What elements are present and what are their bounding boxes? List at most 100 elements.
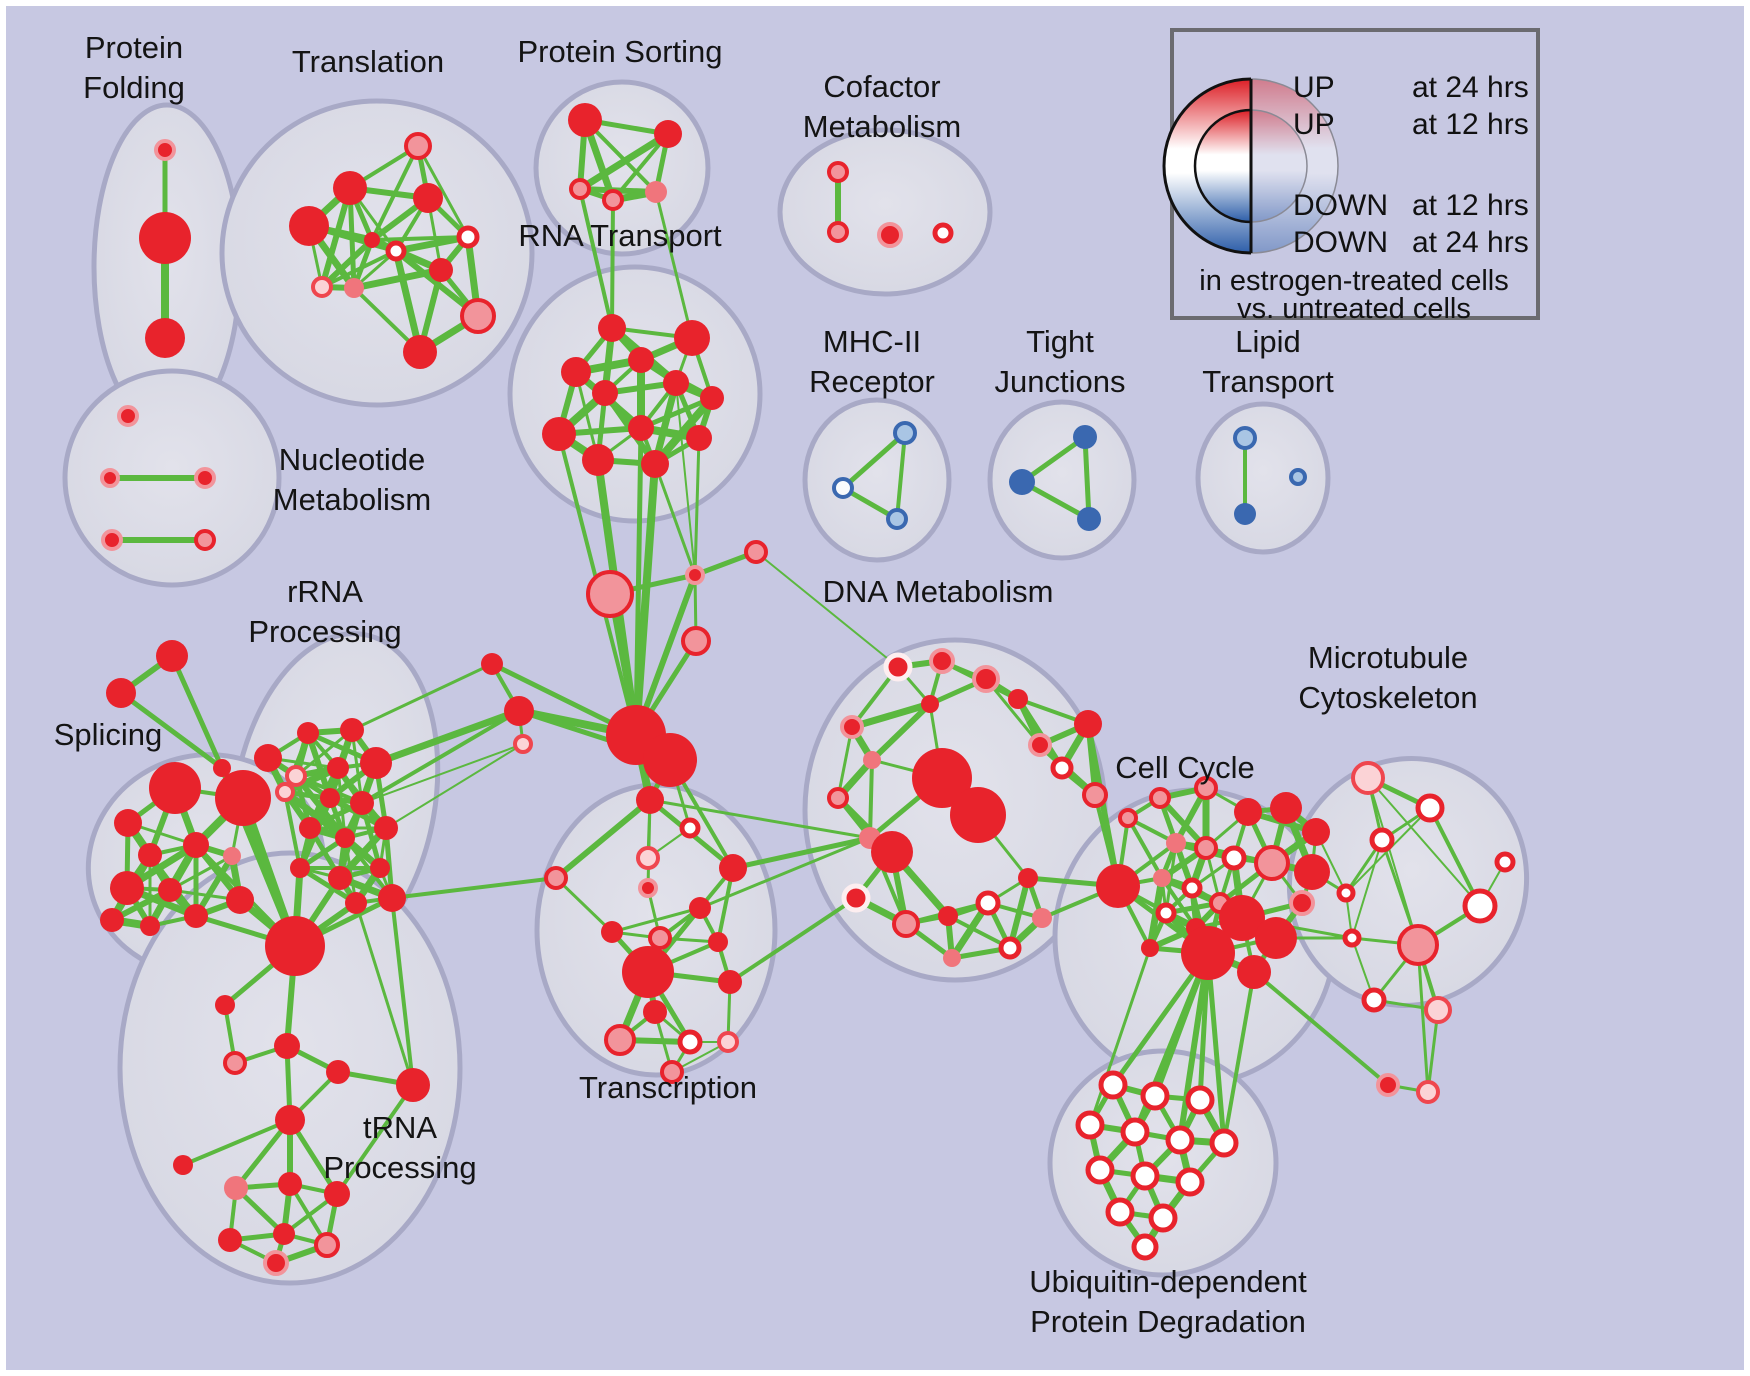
network-node bbox=[636, 846, 660, 870]
network-edge bbox=[319, 185, 353, 290]
network-edge bbox=[648, 798, 872, 840]
network-edge bbox=[675, 382, 696, 576]
network-node bbox=[1494, 851, 1516, 873]
legend-down24-dir: DOWN bbox=[1293, 226, 1388, 259]
network-node bbox=[1153, 869, 1171, 887]
network-node bbox=[681, 626, 711, 656]
network-node bbox=[311, 276, 333, 298]
network-node bbox=[1077, 507, 1101, 531]
network-node bbox=[892, 910, 920, 938]
legend-up12-dir: UP bbox=[1293, 108, 1335, 141]
network-edge bbox=[836, 725, 854, 800]
network-node bbox=[290, 858, 310, 878]
network-node bbox=[145, 318, 185, 358]
network-node bbox=[586, 570, 634, 618]
network-edge bbox=[1416, 943, 1430, 1094]
network-node bbox=[660, 1060, 684, 1084]
network-nodes bbox=[100, 103, 1516, 1276]
network-node bbox=[396, 1068, 430, 1102]
network-edge bbox=[730, 835, 873, 871]
legend-caption-line1: in estrogen-treated cells bbox=[1199, 265, 1509, 297]
network-edge bbox=[848, 700, 934, 731]
cluster-label-PF: Protein Folding bbox=[83, 30, 185, 105]
cluster-label-TX: Transcription bbox=[579, 1070, 757, 1105]
network-node bbox=[863, 751, 881, 769]
network-node bbox=[213, 759, 231, 777]
network-edge bbox=[390, 896, 415, 1087]
cluster-label-NM: Nucleotide Metabolism bbox=[273, 442, 432, 517]
network-node bbox=[1194, 776, 1218, 800]
network-node bbox=[194, 529, 216, 551]
network-node bbox=[1209, 1128, 1239, 1158]
cluster-label-RR: rRNA Processing bbox=[248, 574, 401, 649]
network-node bbox=[841, 883, 871, 913]
network-node bbox=[1462, 888, 1498, 924]
network-node bbox=[1155, 902, 1177, 924]
network-node bbox=[1361, 987, 1387, 1013]
network-edge bbox=[840, 430, 908, 491]
network-node bbox=[1424, 996, 1452, 1024]
network-node bbox=[289, 206, 329, 246]
network-node bbox=[215, 770, 271, 826]
network-edge bbox=[1205, 950, 1227, 1146]
cluster-labels: Protein Folding Translation Protein Sorting… bbox=[54, 30, 1478, 1339]
network-node bbox=[378, 884, 406, 912]
network-node bbox=[226, 886, 254, 914]
network-node bbox=[641, 450, 669, 478]
network-node bbox=[138, 843, 162, 867]
network-node bbox=[1118, 808, 1138, 828]
cluster-label-SP: Splicing bbox=[54, 717, 163, 752]
network-edge bbox=[350, 662, 494, 732]
network-edge bbox=[319, 237, 375, 290]
network-node bbox=[1085, 1155, 1115, 1185]
network-edge bbox=[984, 677, 1042, 747]
network-node bbox=[273, 1223, 295, 1245]
network-edge bbox=[294, 728, 354, 778]
network-node bbox=[943, 949, 961, 967]
legend-inner-left-arc bbox=[1193, 108, 1252, 224]
network-node bbox=[1185, 1085, 1215, 1115]
network-node bbox=[1234, 798, 1262, 826]
network-node bbox=[1233, 426, 1257, 450]
legend-down24-time: at 24 hrs bbox=[1412, 226, 1529, 259]
network-node bbox=[335, 828, 355, 848]
network-node bbox=[275, 782, 295, 802]
network-edge bbox=[361, 743, 524, 804]
network-node bbox=[156, 640, 188, 672]
network-node bbox=[679, 817, 701, 839]
network-node bbox=[1289, 468, 1307, 486]
network-node bbox=[456, 225, 480, 249]
network-node bbox=[1096, 864, 1140, 908]
network-edge bbox=[1351, 839, 1383, 939]
network-edge bbox=[1222, 970, 1256, 1145]
network-edge bbox=[610, 198, 615, 330]
network-node bbox=[344, 278, 364, 298]
network-node bbox=[912, 748, 972, 808]
network-node bbox=[324, 1181, 350, 1207]
network-node bbox=[840, 715, 864, 739]
cluster-label-CF: Cofactor Metabolism bbox=[803, 69, 962, 144]
network-node bbox=[638, 878, 658, 898]
network-node bbox=[827, 161, 849, 183]
network-node bbox=[154, 139, 176, 161]
network-node bbox=[1148, 1203, 1178, 1233]
network-node bbox=[1073, 425, 1097, 449]
network-node bbox=[1342, 928, 1362, 948]
network-node bbox=[1234, 503, 1256, 525]
legend-up24-time: at 24 hrs bbox=[1412, 71, 1529, 104]
network-node bbox=[1254, 845, 1290, 881]
network-node bbox=[1270, 792, 1302, 824]
network-node bbox=[1219, 895, 1265, 941]
network-node bbox=[998, 936, 1022, 960]
network-node bbox=[224, 1176, 248, 1200]
cluster-ellipse-LT bbox=[1195, 401, 1331, 555]
network-node bbox=[1351, 761, 1385, 795]
network-edge bbox=[181, 1118, 292, 1167]
network-node bbox=[333, 171, 367, 205]
network-node bbox=[598, 314, 626, 342]
cluster-ellipse-TR bbox=[219, 98, 535, 408]
network-node bbox=[194, 467, 216, 489]
network-node bbox=[328, 866, 352, 890]
network-edge bbox=[610, 906, 702, 934]
